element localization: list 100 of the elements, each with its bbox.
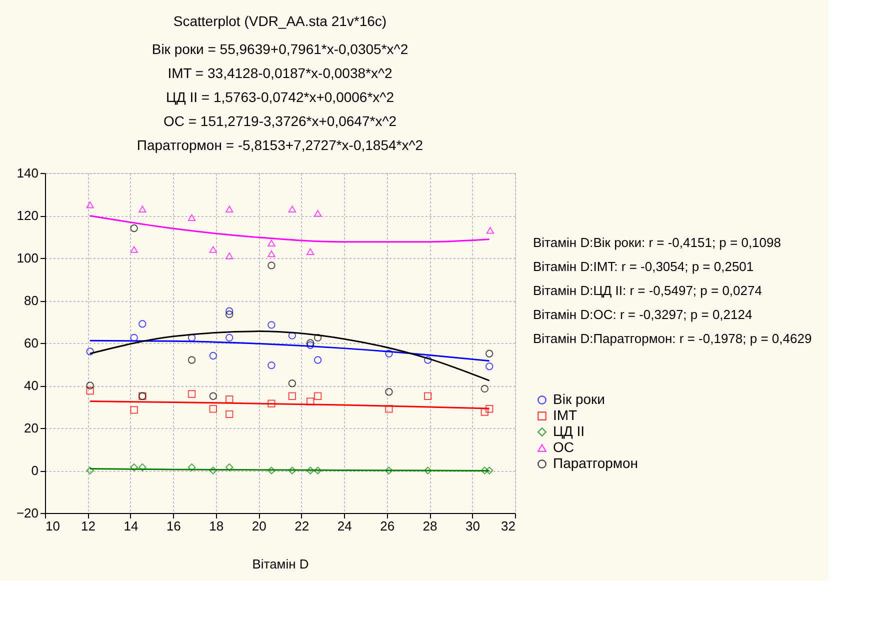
point bbox=[209, 405, 217, 413]
point bbox=[424, 466, 432, 474]
point bbox=[188, 390, 196, 398]
chart-title: Scatterplot (VDR_AA.sta 21v*16c) bbox=[173, 13, 387, 29]
point bbox=[424, 392, 432, 400]
point bbox=[86, 382, 94, 390]
point bbox=[314, 392, 322, 400]
x-tick-label: 22 bbox=[294, 518, 310, 534]
x-tick-label: 28 bbox=[422, 518, 438, 534]
legend-label: ОС bbox=[553, 439, 574, 455]
point bbox=[226, 463, 234, 472]
point bbox=[138, 320, 146, 328]
point bbox=[226, 310, 234, 318]
point bbox=[385, 405, 393, 413]
text: Вітамін D:Вік роки: r = -0,4151; p = 0,1098 bbox=[533, 235, 781, 250]
point bbox=[130, 224, 138, 232]
point bbox=[424, 356, 432, 364]
point bbox=[314, 356, 322, 364]
point bbox=[486, 466, 494, 474]
line-series bbox=[89, 214, 490, 243]
text: Вітамін D:IMT: r = -0,3054; p = 0,2501 bbox=[533, 259, 754, 274]
legend-label: Вік роки bbox=[553, 391, 605, 407]
point bbox=[130, 406, 138, 414]
point bbox=[314, 210, 322, 217]
x-tick-label: 16 bbox=[166, 518, 181, 534]
text: Вітамін D:ОС: r = -0,3297; p = 0,2124 bbox=[533, 307, 752, 322]
point bbox=[209, 392, 217, 400]
point bbox=[486, 362, 494, 370]
point bbox=[130, 246, 138, 253]
x-tick-label: 10 bbox=[46, 518, 60, 534]
point bbox=[268, 240, 276, 247]
point bbox=[314, 334, 322, 342]
point bbox=[209, 246, 217, 253]
x-tick-label: 20 bbox=[252, 518, 266, 534]
legend-label: Паратгормон bbox=[553, 455, 638, 471]
chart-subtitle: Вік роки = 55,9639+0,7961*x-0,0305*x^2 IMT = 33,4128-0,0187*x-0,0038*x^2 ЦД II = 1,5763-0,0742*x+0,0006*x^2 ОС = 151,2719-3,3726*x+0,0647*x^2 Паратгормон = -5,8153+7,2727*x-0,1854*x^2 bbox=[136, 41, 424, 153]
point bbox=[226, 206, 234, 213]
x-tick-label: 26 bbox=[380, 518, 395, 534]
x-tick-label: 30 bbox=[466, 518, 480, 534]
point bbox=[188, 463, 196, 472]
point bbox=[385, 466, 393, 474]
point bbox=[86, 201, 94, 208]
point bbox=[209, 352, 217, 360]
point bbox=[288, 206, 296, 213]
text: Вітамін D:ЦД II: r = -0,5497; p = 0,0274 bbox=[533, 283, 762, 298]
text: Вітамін D:Паратгормон: r = -0,1978; p = 0,4629 bbox=[533, 331, 812, 346]
point bbox=[226, 252, 234, 260]
point bbox=[306, 398, 314, 406]
y-tick-label: −20 bbox=[16, 506, 38, 520]
point bbox=[288, 392, 296, 400]
point bbox=[288, 380, 296, 388]
legend-label: IMT bbox=[553, 407, 578, 423]
x-tick-label: 18 bbox=[209, 518, 224, 534]
point bbox=[268, 361, 276, 370]
x-tick-label: 24 bbox=[337, 518, 352, 534]
point bbox=[306, 248, 314, 256]
point bbox=[268, 262, 276, 270]
point bbox=[486, 226, 494, 234]
y-tick-label: 0 bbox=[31, 463, 38, 478]
point bbox=[138, 206, 146, 213]
legend-label: ЦД II bbox=[553, 423, 585, 439]
point bbox=[86, 466, 94, 474]
point bbox=[138, 463, 146, 472]
point bbox=[385, 388, 393, 396]
y-tick-label: 140 bbox=[16, 166, 38, 180]
y-tick-label: 80 bbox=[24, 293, 38, 308]
point bbox=[480, 384, 489, 393]
point bbox=[268, 466, 276, 474]
point bbox=[226, 307, 234, 315]
point bbox=[268, 321, 276, 329]
point bbox=[314, 466, 322, 474]
point bbox=[306, 466, 314, 474]
point bbox=[288, 332, 296, 340]
x-axis-title: Вітамін D bbox=[252, 556, 309, 572]
point bbox=[480, 466, 489, 474]
point bbox=[226, 410, 234, 418]
y-tick-label: 120 bbox=[16, 208, 38, 223]
point bbox=[486, 350, 494, 358]
point bbox=[480, 408, 489, 416]
point bbox=[385, 350, 393, 358]
x-tick-label: 32 bbox=[501, 518, 516, 534]
point bbox=[209, 466, 217, 474]
point bbox=[188, 356, 196, 364]
point bbox=[288, 466, 296, 474]
point bbox=[268, 400, 276, 408]
point bbox=[226, 395, 234, 404]
point bbox=[130, 463, 138, 472]
x-tick-label: 12 bbox=[80, 518, 96, 534]
x-tick-label: 14 bbox=[124, 518, 138, 534]
point bbox=[86, 348, 94, 356]
point bbox=[486, 405, 494, 413]
point bbox=[268, 250, 276, 258]
point bbox=[188, 334, 196, 342]
y-tick-label: 100 bbox=[16, 250, 38, 266]
point bbox=[226, 334, 234, 342]
y-tick-label: 20 bbox=[24, 420, 38, 436]
point bbox=[188, 214, 196, 222]
y-tick-label: 60 bbox=[24, 336, 38, 350]
line-series bbox=[89, 330, 490, 382]
point bbox=[86, 386, 94, 395]
